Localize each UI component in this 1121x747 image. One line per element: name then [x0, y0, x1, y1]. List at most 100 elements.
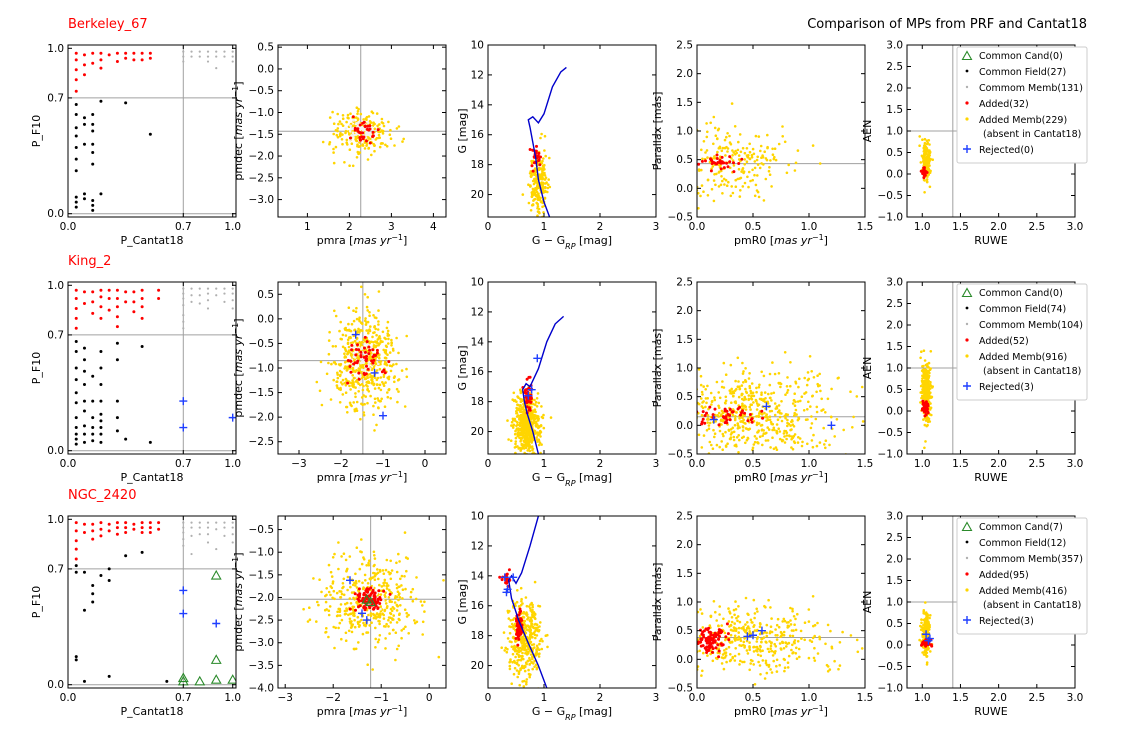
data-point	[343, 352, 346, 356]
data-point	[531, 605, 534, 609]
legend-rejected-icon	[963, 382, 971, 390]
data-point	[729, 142, 733, 146]
axis-label: P_F10	[30, 115, 43, 147]
data-point	[727, 429, 731, 432]
data-point	[398, 596, 402, 599]
data-point	[360, 562, 364, 566]
data-point	[724, 373, 728, 377]
y-tick-label: −0.5	[878, 190, 904, 202]
data-point	[852, 415, 855, 419]
data-point	[721, 179, 724, 183]
data-point	[715, 153, 719, 157]
data-point	[673, 441, 676, 444]
data-point	[372, 358, 376, 362]
data-point	[99, 51, 103, 55]
data-point	[766, 426, 769, 429]
data-point	[741, 402, 744, 406]
data-point	[510, 424, 513, 427]
data-point	[703, 414, 707, 417]
data-point	[775, 431, 778, 434]
data-point	[686, 166, 689, 169]
data-point	[336, 127, 340, 130]
data-point	[372, 607, 376, 611]
axis-label: pmR0 [mas yr−1]	[734, 470, 828, 485]
data-point	[345, 120, 348, 124]
data-point	[346, 588, 349, 592]
data-point	[363, 377, 367, 381]
data-point	[527, 183, 530, 186]
data-point	[91, 208, 95, 212]
data-point	[74, 658, 78, 662]
data-point	[387, 616, 391, 619]
data-point	[772, 426, 776, 430]
x-tick-label: 1.0	[801, 458, 818, 470]
data-point	[419, 600, 423, 603]
data-point	[541, 170, 544, 173]
data-point	[784, 413, 788, 416]
data-point	[728, 413, 732, 417]
data-point	[758, 166, 762, 170]
data-point	[715, 380, 719, 384]
data-point	[733, 125, 737, 128]
data-point	[724, 395, 728, 399]
data-point	[401, 140, 404, 143]
data-point	[377, 353, 381, 357]
data-point	[514, 442, 517, 446]
data-point	[107, 674, 111, 678]
data-point	[786, 418, 789, 422]
axis-label: G − GRP [mag]	[532, 471, 612, 488]
rejected-marker	[527, 385, 536, 394]
data-point	[542, 426, 546, 430]
data-point	[662, 438, 665, 441]
y-tick-label: 16	[471, 129, 485, 141]
data-point	[714, 183, 717, 187]
data-point	[855, 395, 859, 398]
data-point	[367, 345, 371, 349]
data-point	[534, 400, 538, 404]
data-point	[99, 426, 103, 430]
data-point	[790, 420, 793, 424]
data-point	[794, 161, 798, 165]
data-point	[713, 396, 716, 399]
data-point	[302, 607, 305, 611]
data-point	[918, 144, 921, 147]
data-point	[99, 412, 103, 416]
data-point	[379, 388, 383, 392]
data-point	[350, 322, 354, 326]
data-point	[806, 371, 810, 374]
data-point	[760, 413, 764, 416]
data-point	[712, 115, 716, 119]
data-point	[757, 135, 761, 138]
data-point	[387, 377, 391, 381]
data-point	[527, 668, 530, 672]
x-tick-label: 0.0	[689, 221, 706, 233]
data-point	[533, 198, 536, 201]
data-point	[206, 307, 210, 310]
data-point	[347, 345, 351, 349]
data-point	[752, 401, 755, 404]
data-point	[107, 53, 111, 57]
data-point	[743, 414, 746, 417]
data-point	[788, 434, 791, 437]
data-point	[526, 454, 529, 457]
y-tick-label: −2.0	[249, 412, 275, 424]
data-point	[395, 561, 398, 565]
data-point	[524, 435, 527, 439]
candidate-marker	[194, 675, 206, 686]
data-point	[729, 389, 732, 393]
data-point	[91, 600, 95, 604]
data-point	[206, 521, 210, 524]
data-point	[356, 615, 360, 619]
data-point	[525, 443, 529, 446]
data-point	[530, 622, 534, 626]
data-point	[665, 428, 668, 431]
y-tick-label: −0.5	[249, 85, 275, 97]
data-point	[91, 151, 95, 154]
data-point	[761, 443, 764, 447]
data-point	[756, 441, 760, 444]
data-point	[374, 354, 377, 357]
data-point	[74, 437, 78, 441]
x-tick-label: 2.5	[1028, 221, 1045, 233]
data-point	[140, 345, 144, 348]
data-point	[341, 114, 345, 117]
